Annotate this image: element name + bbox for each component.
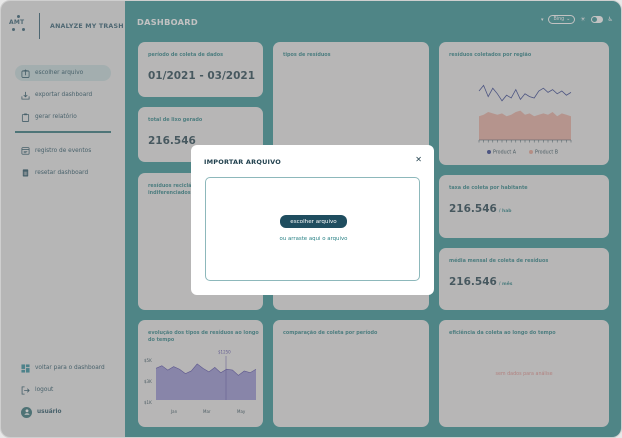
evolution-area-chart: $5K $3K $1K $1250 Jan Mar May bbox=[144, 350, 257, 414]
total-waste-value: 216.546 bbox=[148, 135, 196, 147]
sidebar-item-logout[interactable]: logout bbox=[15, 382, 111, 398]
sidebar-item-label: exportar dashboard bbox=[35, 92, 93, 98]
x-tick-label: May bbox=[237, 409, 246, 414]
sidebar-divider bbox=[15, 131, 111, 133]
sidebar-item-reset-dashboard[interactable]: resetar dashboard bbox=[15, 165, 111, 181]
sidebar-nav: escolher arquivo exportar dashboard gera… bbox=[15, 65, 111, 187]
legend-marker bbox=[529, 150, 533, 154]
topbar: DASHBOARD ▾ Bing ⌄ ☀ ♿ bbox=[125, 1, 621, 41]
card-monthly-average: média mensal de coleta de resíduos 216.5… bbox=[439, 248, 609, 310]
topbar-controls: ▾ Bing ⌄ ☀ ♿ bbox=[541, 15, 613, 24]
legend-marker bbox=[487, 150, 491, 154]
region-area-chart: Product A Product B bbox=[478, 84, 572, 156]
theme-toggle[interactable] bbox=[590, 16, 603, 23]
sidebar-item-label: resetar dashboard bbox=[35, 169, 89, 176]
sidebar-bottom-nav: voltar para o dashboard logout usuário bbox=[15, 360, 111, 426]
sidebar-item-choose-file[interactable]: escolher arquivo bbox=[15, 65, 111, 81]
clipboard-icon bbox=[21, 113, 30, 122]
modal-title: IMPORTAR ARQUIVO bbox=[204, 158, 282, 166]
chevron-down-icon: ▾ bbox=[540, 16, 544, 23]
legend-label: Product A bbox=[493, 150, 517, 156]
card-collection-period: período de coleta de dados 01/2021 - 03/… bbox=[138, 42, 263, 97]
logout-icon bbox=[21, 385, 30, 395]
sidebar-item-label: logout bbox=[35, 387, 54, 393]
accessibility-icon[interactable]: ♿ bbox=[607, 15, 613, 23]
y-tick-label: $5K bbox=[144, 358, 152, 363]
card-period-comparison: comparação de coleta por período bbox=[273, 320, 429, 427]
dashboard-icon bbox=[21, 363, 30, 373]
collection-rate-value: 216.546/ hab bbox=[449, 203, 512, 215]
chevron-down-icon: ⌄ bbox=[566, 17, 571, 22]
annotation-label: $1250 bbox=[218, 350, 231, 355]
sidebar-item-label: usuário bbox=[37, 409, 62, 415]
sidebar-item-export-dashboard[interactable]: exportar dashboard bbox=[15, 87, 111, 103]
logo-mark-icon: AMT bbox=[9, 15, 31, 37]
choose-file-button[interactable]: escolher arquivo bbox=[280, 215, 347, 228]
sun-icon: ☀ bbox=[580, 15, 586, 23]
sidebar-item-user[interactable]: usuário bbox=[15, 404, 111, 420]
main-content: DASHBOARD ▾ Bing ⌄ ☀ ♿ período de coleta… bbox=[125, 1, 621, 437]
language-select[interactable]: Bing ⌄ bbox=[548, 15, 576, 24]
drag-hint: ou arraste aqui o arquivo bbox=[279, 236, 348, 242]
monthly-average-value: 216.546/ mês bbox=[449, 276, 513, 288]
calendar-icon bbox=[21, 146, 30, 155]
card-collection-efficiency: eficiência da coleta ao longo do tempo s… bbox=[439, 320, 609, 427]
sidebar: AMT ANALYZE MY TRASH escolher arquivo ex… bbox=[1, 1, 125, 437]
sidebar-item-label: gerar relatório bbox=[35, 114, 77, 120]
file-dropzone[interactable]: escolher arquivo ou arraste aqui o arqui… bbox=[205, 177, 420, 281]
upload-icon bbox=[21, 68, 30, 78]
sidebar-item-label: voltar para o dashboard bbox=[35, 365, 105, 371]
collection-period-value: 01/2021 - 03/2021 bbox=[148, 70, 256, 82]
user-icon bbox=[21, 406, 32, 418]
close-icon[interactable]: ✕ bbox=[415, 155, 422, 164]
sidebar-item-label: registro de eventos bbox=[35, 147, 92, 154]
sidebar-item-generate-report[interactable]: gerar relatório bbox=[15, 109, 111, 125]
download-icon bbox=[21, 91, 30, 100]
sidebar-item-back-dashboard[interactable]: voltar para o dashboard bbox=[15, 360, 111, 376]
card-waste-evolution: evolução dos tipos de resíduos ao longo … bbox=[138, 320, 263, 427]
series-area bbox=[156, 363, 256, 400]
card-collection-rate: taxa de coleta por habitante 216.546/ ha… bbox=[439, 175, 609, 238]
series-line-product-a bbox=[478, 84, 572, 102]
page-title: DASHBOARD bbox=[137, 17, 198, 27]
x-tick-label: Jan bbox=[170, 409, 178, 414]
import-file-modal: IMPORTAR ARQUIVO ✕ escolher arquivo ou a… bbox=[191, 145, 434, 295]
legend-label: Product B bbox=[535, 150, 558, 156]
y-tick-label: $3K bbox=[144, 379, 152, 384]
sidebar-item-event-log[interactable]: registro de eventos bbox=[15, 143, 111, 159]
x-tick-label: Mar bbox=[203, 409, 211, 414]
no-data-message: sem dados para análise bbox=[495, 372, 553, 377]
series-area-product-b bbox=[479, 110, 571, 140]
logo: AMT ANALYZE MY TRASH bbox=[9, 11, 124, 41]
sidebar-item-label: escolher arquivo bbox=[35, 70, 84, 76]
app-name: ANALYZE MY TRASH bbox=[50, 22, 124, 30]
trash-icon bbox=[21, 168, 30, 177]
y-tick-label: $1K bbox=[144, 400, 152, 405]
series-line bbox=[155, 363, 257, 376]
